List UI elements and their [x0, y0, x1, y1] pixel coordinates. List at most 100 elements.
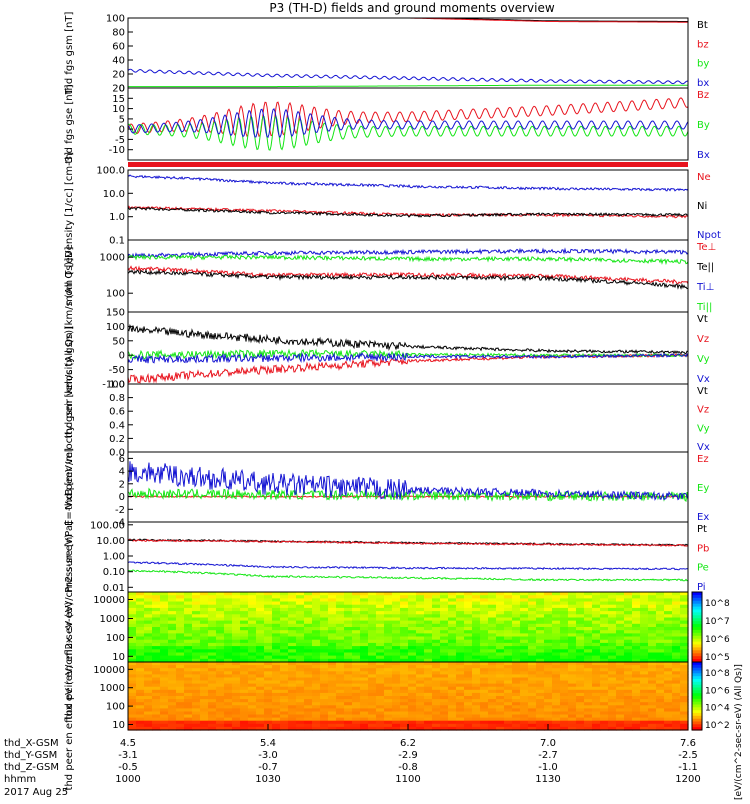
heatmap-cell: [584, 658, 593, 663]
heatmap-cell: [256, 674, 265, 679]
heatmap-cell: [400, 646, 409, 650]
y-tick-label: 0: [119, 351, 125, 362]
heatmap-cell: [664, 717, 673, 722]
heatmap-cell: [544, 630, 553, 634]
heatmap-cell: [128, 711, 137, 716]
heatmap-cell: [424, 696, 433, 700]
heatmap-cell: [360, 711, 369, 716]
heatmap-cell: [656, 649, 665, 654]
heatmap-cell: [432, 642, 441, 647]
heatmap-cell: [456, 665, 465, 669]
heatmap-cell: [576, 683, 585, 688]
heatmap-cell: [352, 723, 361, 728]
heatmap-cell: [136, 614, 145, 619]
heatmap-cell: [272, 683, 281, 688]
heatmap-cell: [512, 592, 521, 596]
heatmap-cell: [496, 620, 505, 625]
heatmap-cell: [552, 692, 561, 697]
heatmap-cell: [168, 662, 177, 666]
heatmap-cell: [232, 683, 241, 688]
heatmap-cell: [608, 671, 617, 675]
heatmap-cell: [584, 611, 593, 615]
colorbar-swatch: [692, 698, 702, 703]
heatmap-cell: [360, 705, 369, 709]
heatmap-cell: [232, 627, 241, 631]
heatmap-cell: [128, 652, 137, 657]
heatmap-cell: [136, 627, 145, 631]
heatmap-cell: [648, 611, 657, 615]
heatmap-cell: [208, 611, 217, 615]
heatmap-cell: [248, 630, 257, 634]
heatmap-cell: [448, 671, 457, 675]
heatmap-cell: [472, 705, 481, 709]
heatmap-cell: [280, 686, 289, 691]
heatmap-cell: [344, 717, 353, 722]
heatmap-cell: [496, 633, 505, 638]
heatmap-cell: [200, 708, 209, 713]
heatmap-cell: [232, 711, 241, 716]
heatmap-cell: [680, 683, 689, 688]
heatmap-cell: [376, 696, 385, 700]
heatmap-cell: [496, 607, 505, 612]
heatmap-cell: [160, 604, 169, 609]
heatmap-cell: [288, 677, 297, 682]
heatmap-cell: [352, 627, 361, 631]
heatmap-cell: [440, 630, 449, 634]
heatmap-cell: [624, 607, 633, 612]
y-tick-label: 1000: [100, 253, 125, 264]
heatmap-cell: [288, 720, 297, 725]
heatmap-cell: [632, 604, 641, 609]
heatmap-cell: [624, 699, 633, 703]
legend-bx: bx: [697, 78, 709, 89]
heatmap-cell: [648, 662, 657, 666]
heatmap-cell: [528, 689, 537, 694]
heatmap-cell: [600, 627, 609, 631]
heatmap-cell: [400, 674, 409, 679]
heatmap-cell: [256, 652, 265, 657]
heatmap-cell: [328, 592, 337, 596]
heatmap-cell: [680, 623, 689, 628]
heatmap-cell: [488, 639, 497, 644]
heatmap-cell: [368, 714, 377, 719]
heatmap-cell: [408, 658, 417, 663]
heatmap-cell: [568, 655, 577, 660]
heatmap-cell: [536, 604, 545, 609]
heatmap-cell: [568, 623, 577, 628]
heatmap-cell: [560, 604, 569, 609]
heatmap-cell: [568, 604, 577, 609]
heatmap-cell: [456, 617, 465, 622]
heatmap-cell: [592, 655, 601, 660]
heatmap-cell: [152, 655, 161, 660]
heatmap-cell: [272, 680, 281, 685]
heatmap-cell: [488, 649, 497, 654]
series-line-blue: [127, 561, 689, 571]
heatmap-cell: [360, 614, 369, 619]
heatmap-cell: [288, 655, 297, 660]
heatmap-cell: [224, 680, 233, 685]
heatmap-cell: [216, 598, 225, 603]
heatmap-cell: [464, 655, 473, 660]
heatmap-cell: [152, 633, 161, 638]
heatmap-cell: [440, 689, 449, 694]
heatmap-cell: [584, 598, 593, 603]
heatmap-cell: [136, 592, 145, 596]
heatmap-cell: [344, 595, 353, 599]
y-axis-label: mom T [eV]: [64, 246, 75, 305]
heatmap-cell: [560, 652, 569, 657]
heatmap-cell: [504, 601, 513, 606]
heatmap-cell: [360, 717, 369, 722]
heatmap-cell: [232, 708, 241, 713]
heatmap-cell: [464, 614, 473, 619]
heatmap-cell: [648, 689, 657, 694]
heatmap-cell: [536, 705, 545, 709]
heatmap-cell: [504, 680, 513, 685]
heatmap-cell: [496, 717, 505, 722]
series-line-blue: [127, 174, 689, 192]
heatmap-cell: [320, 668, 329, 672]
heatmap-cell: [272, 723, 281, 728]
heatmap-cell: [216, 689, 225, 694]
heatmap-cell: [176, 665, 185, 669]
heatmap-cell: [392, 607, 401, 612]
heatmap-cell: [456, 655, 465, 660]
heatmap-cell: [336, 662, 345, 666]
